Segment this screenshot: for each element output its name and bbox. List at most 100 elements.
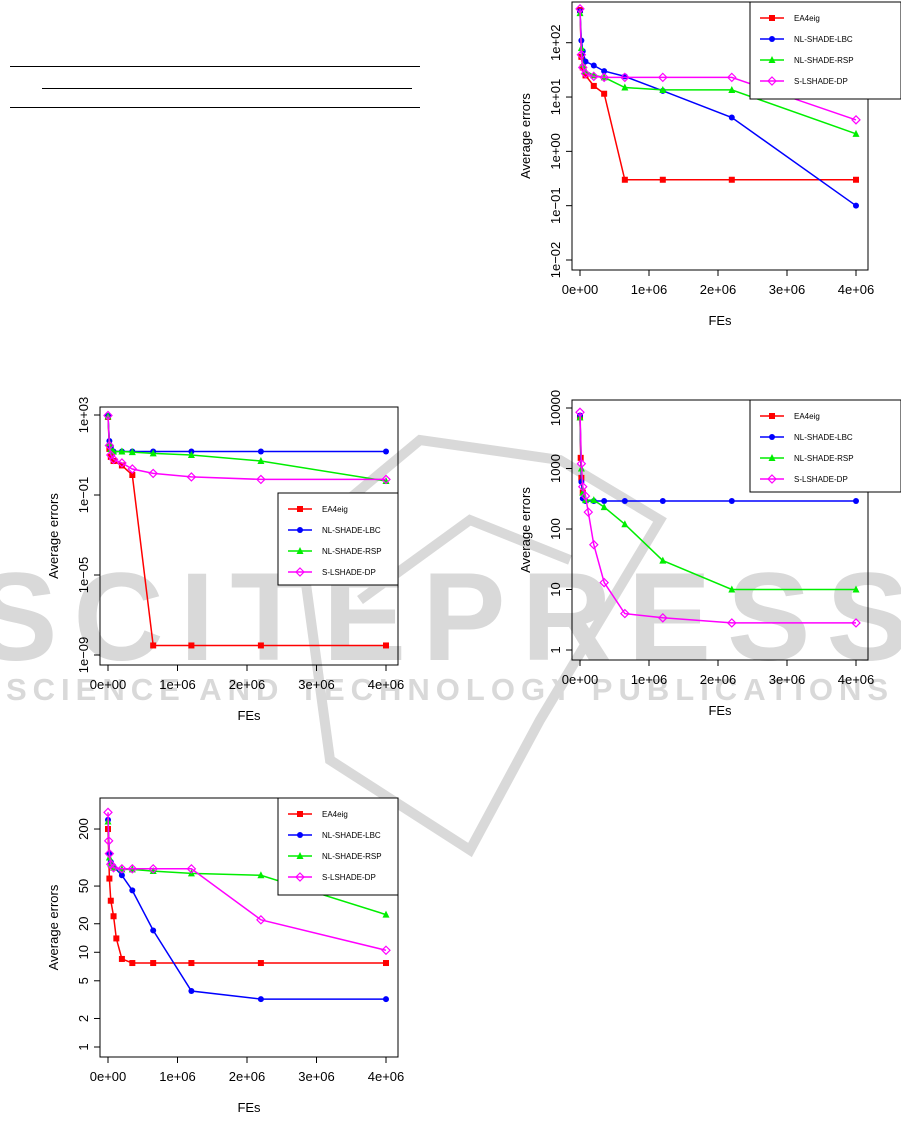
series-line-s-lshade-dp [579, 412, 856, 624]
x-axis-label: FEs [708, 313, 732, 328]
x-tick-label: 1e+06 [631, 282, 668, 297]
series-line-s-lshade-dp [579, 8, 857, 121]
legend-marker [297, 527, 303, 533]
data-point-ea4eig [582, 72, 589, 79]
legend-marker [297, 811, 303, 817]
x-tick-label: 2e+06 [700, 282, 737, 297]
series-ea4eig [105, 826, 389, 967]
plot-frame [571, 399, 869, 661]
data-point-nl-shade-rsp [590, 496, 598, 504]
y-tick-label: 1e−05 [76, 557, 91, 594]
y-tick-label: 10 [76, 945, 91, 959]
data-point-nl-shade-lbc [728, 498, 735, 505]
x-tick-label: 4e+06 [838, 672, 875, 687]
data-point-ea4eig [257, 960, 264, 967]
y-tick-label: 1 [548, 646, 563, 653]
data-point-nl-shade-rsp [852, 129, 860, 137]
y-tick-label: 50 [76, 879, 91, 893]
x-tick-label: 2e+06 [229, 677, 266, 692]
plot-top-right: 0e+00 1e+06 2e+06 3e+06 4e+06 1e−02 1e−01 1e+00… [518, 1, 901, 328]
data-point-nl-shade-rsp [149, 867, 157, 875]
data-point-s-lshade-dp [104, 440, 115, 451]
legend-label: EA4eig [794, 412, 820, 421]
data-point-nl-shade-rsp [659, 85, 667, 93]
legend: EA4eig NL-SHADE-LBC NL-SHADE-RSP S-LSHADE-D… [277, 492, 399, 586]
data-point-s-lshade-dp [588, 71, 599, 82]
data-point-s-lshade-dp [256, 474, 266, 485]
x-tick-label: 0e+00 [562, 672, 599, 687]
y-tick-label: 1e+00 [548, 133, 563, 170]
legend: EA4eig NL-SHADE-LBC NL-SHADE-RSP S-LSHADE-D… [749, 1, 901, 100]
legend-marker [769, 36, 775, 42]
x-tick-label: 3e+06 [298, 677, 335, 692]
x-tick-label: 4e+06 [368, 677, 405, 692]
data-point-s-lshade-dp [657, 72, 668, 83]
legend-marker [296, 852, 304, 859]
data-point-s-lshade-dp [576, 458, 587, 469]
legend-label: S-LSHADE-DP [322, 568, 376, 577]
y-tick-label: 20 [76, 917, 91, 931]
data-point-s-lshade-dp [103, 410, 113, 421]
legend-marker [767, 76, 777, 86]
plot-frame [99, 797, 399, 1058]
header-rule-middle [42, 88, 412, 89]
legend-label: NL-SHADE-RSP [794, 454, 854, 463]
data-point-nl-shade-lbc [383, 448, 389, 455]
data-point-ea4eig [106, 875, 113, 882]
legend-marker [296, 547, 304, 554]
data-point-s-lshade-dp [127, 464, 138, 474]
data-point-ea4eig [621, 176, 628, 183]
legend-label: EA4eig [322, 810, 348, 819]
legend-marker [769, 413, 775, 419]
data-point-s-lshade-dp [104, 848, 115, 859]
plot-bottom-left: 0e+00 1e+06 2e+06 3e+06 4e+06 1 2 5 10 20 50 200 FEs… [46, 797, 404, 1115]
plot-frame [571, 1, 869, 271]
data-point-nl-shade-rsp [621, 520, 629, 528]
legend-label: NL-SHADE-LBC [322, 526, 381, 535]
data-point-ea4eig [659, 176, 666, 183]
legend-label: S-LSHADE-DP [794, 77, 848, 86]
series-s-lshade-dp [575, 4, 861, 125]
legend: EA4eig NL-SHADE-LBC NL-SHADE-RSP S-LSHADE-D… [749, 399, 901, 493]
data-point-s-lshade-dp [726, 618, 737, 628]
legend-marker [768, 454, 776, 461]
data-point-s-lshade-dp [186, 472, 197, 482]
data-point-s-lshade-dp [657, 612, 668, 623]
series-nl-shade-lbc [105, 412, 389, 455]
legend-label: NL-SHADE-LBC [794, 35, 853, 44]
series-s-lshade-dp [103, 410, 391, 485]
series-line-nl-shade-rsp [107, 416, 387, 482]
data-point-nl-shade-rsp [149, 449, 157, 457]
data-point-ea4eig [107, 897, 114, 904]
y-tick-label: 1e+01 [548, 79, 563, 116]
data-point-s-lshade-dp [117, 863, 127, 874]
data-point-nl-shade-lbc [601, 68, 608, 75]
data-point-nl-shade-lbc [590, 62, 597, 69]
data-point-ea4eig [118, 462, 125, 469]
series-line-s-lshade-dp [107, 415, 386, 481]
x-tick-label: 0e+00 [562, 282, 599, 297]
legend-marker [295, 872, 305, 882]
data-point-nl-shade-lbc [257, 996, 264, 1003]
y-tick-label: 1e−09 [76, 637, 91, 674]
data-point-ea4eig [118, 955, 125, 962]
legend-label: EA4eig [322, 505, 348, 514]
data-point-ea4eig [853, 176, 859, 183]
data-point-nl-shade-lbc [601, 498, 608, 505]
data-point-nl-shade-rsp [728, 585, 736, 593]
data-point-s-lshade-dp [577, 481, 588, 492]
data-point-ea4eig [107, 453, 114, 460]
data-point-s-lshade-dp [103, 807, 113, 818]
legend-marker [769, 15, 775, 21]
data-point-nl-shade-rsp [382, 910, 390, 918]
data-point-ea4eig [728, 176, 735, 183]
x-tick-label: 3e+06 [769, 282, 806, 297]
legend-marker [295, 567, 305, 577]
data-point-s-lshade-dp [726, 72, 737, 83]
data-point-s-lshade-dp [103, 836, 114, 846]
data-point-ea4eig [188, 960, 195, 967]
data-point-s-lshade-dp [599, 577, 609, 588]
y-tick-label: 1000 [548, 454, 563, 483]
data-point-ea4eig [129, 960, 136, 967]
data-point-nl-shade-rsp [852, 585, 860, 593]
